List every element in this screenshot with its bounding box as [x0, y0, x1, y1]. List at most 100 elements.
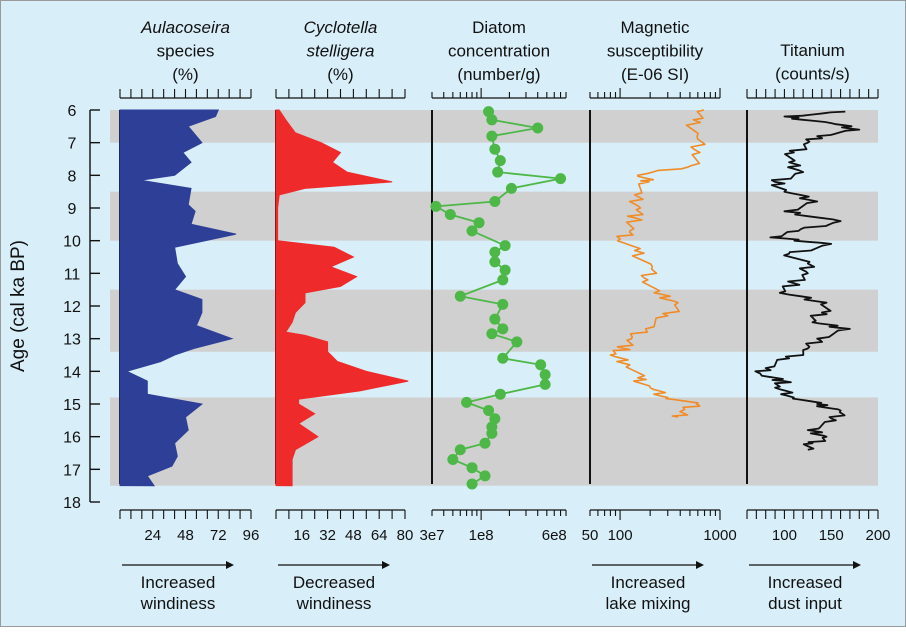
x-tick-label: 80 [397, 527, 414, 544]
diatom-marker [489, 246, 501, 258]
diatom-marker [497, 298, 509, 310]
annotation-text: dust input [768, 594, 842, 613]
panel-title-line: Aulacoseira [140, 18, 230, 37]
annotation-text: Increased [141, 573, 216, 592]
diatom-marker [494, 155, 506, 167]
x-tick-label: 1000 [703, 527, 736, 544]
diatom-marker [486, 114, 498, 126]
x-tick-label: 1e8 [469, 527, 494, 544]
annotation-arrowhead [226, 561, 234, 569]
diatom-marker [454, 444, 466, 456]
diatom-marker [535, 359, 547, 371]
x-tick-label: 16 [293, 527, 310, 544]
x-tick-label: 96 [243, 527, 260, 544]
diatom-marker [461, 396, 473, 408]
annotation-arrowhead [696, 561, 704, 569]
x-tick-label: 150 [819, 527, 844, 544]
age-tick-label: 18 [63, 495, 81, 512]
annotation-text: windiness [140, 594, 216, 613]
annotation-text: lake mixing [605, 594, 690, 613]
diatom-marker [454, 290, 466, 302]
annotation-text: Increased [768, 573, 843, 592]
diatom-marker [486, 427, 498, 439]
diatom-marker [497, 323, 509, 335]
diatom-marker [489, 143, 501, 155]
diatom-marker [539, 378, 551, 390]
diatom-marker [499, 264, 511, 276]
age-tick-label: 17 [63, 462, 81, 479]
x-tick-label: 200 [865, 527, 890, 544]
x-tick-label: 50 [582, 527, 599, 544]
x-tick-label: 100 [772, 527, 797, 544]
annotation-text: Increased [611, 573, 686, 592]
diatom-marker [489, 195, 501, 207]
diatom-marker [492, 166, 504, 178]
diatom-marker [489, 313, 501, 325]
diatom-marker [483, 405, 495, 417]
age-tick-label: 13 [63, 332, 81, 349]
age-tick-label: 10 [63, 234, 81, 251]
cyclotella-area [275, 109, 409, 487]
age-tick-label: 7 [68, 136, 77, 153]
x-tick-label: 72 [210, 527, 227, 544]
panel-title-line: concentration [448, 42, 550, 61]
diatom-marker [466, 225, 478, 237]
x-tick-label: 100 [608, 527, 633, 544]
panel-title-line: species [157, 42, 215, 61]
panel-title-line: (number/g) [457, 65, 540, 84]
annotation-arrowhead [853, 561, 861, 569]
diatom-marker [539, 369, 551, 381]
diatom-marker [466, 462, 478, 474]
panel-title-line: Cyclotella [304, 18, 378, 37]
age-tick-label: 15 [63, 397, 81, 414]
diatom-marker [447, 454, 459, 466]
diatom-marker [499, 240, 511, 252]
panel-title-line: Magnetic [621, 18, 690, 37]
diatom-marker [532, 122, 544, 134]
x-tick-label: 6e8 [542, 527, 567, 544]
panel-title-line: susceptibility [607, 42, 704, 61]
diatom-marker [479, 470, 491, 482]
panel-title-line: Diatom [472, 18, 526, 37]
x-tick-label: 24 [144, 527, 161, 544]
age-band [110, 397, 878, 486]
panel-title-line: Titanium [780, 41, 845, 60]
panel-title-line: (E-06 SI) [621, 65, 689, 84]
aulacoseira-area [119, 109, 237, 487]
annotation-arrowhead [382, 561, 390, 569]
diatom-marker [473, 217, 485, 229]
diatom-marker [497, 352, 509, 364]
diatom-marker [489, 256, 501, 268]
magnetic-line [609, 109, 706, 418]
diatom-marker [511, 336, 523, 348]
x-tick-label: 48 [177, 527, 194, 544]
annotation-text: Decreased [293, 573, 375, 592]
age-tick-label: 8 [68, 168, 77, 185]
diatom-marker [466, 478, 478, 490]
diatom-marker [505, 182, 517, 194]
x-tick-label: 3e7 [419, 527, 444, 544]
panel-title-line: (%) [172, 65, 198, 84]
age-tick-label: 9 [68, 201, 77, 218]
diatom-marker [444, 209, 456, 221]
x-tick-label: 64 [371, 527, 388, 544]
diatom-marker [430, 200, 442, 212]
age-tick-label: 11 [64, 266, 81, 283]
diatom-marker [497, 274, 509, 286]
diatom-marker [555, 173, 567, 185]
panel-title-line: (%) [327, 65, 353, 84]
diatom-marker [486, 130, 498, 142]
diatom-marker [494, 388, 506, 400]
age-tick-label: 12 [63, 299, 81, 316]
diatom-marker [479, 437, 491, 449]
age-axis-label: Age (cal ka BP) [8, 240, 29, 372]
annotation-text: windiness [296, 594, 372, 613]
x-tick-label: 32 [319, 527, 336, 544]
age-tick-label: 6 [68, 103, 77, 120]
age-tick-label: 16 [63, 430, 81, 447]
age-tick-label: 14 [63, 364, 81, 381]
x-tick-label: 48 [345, 527, 362, 544]
panel-title-line: (counts/s) [775, 65, 850, 84]
